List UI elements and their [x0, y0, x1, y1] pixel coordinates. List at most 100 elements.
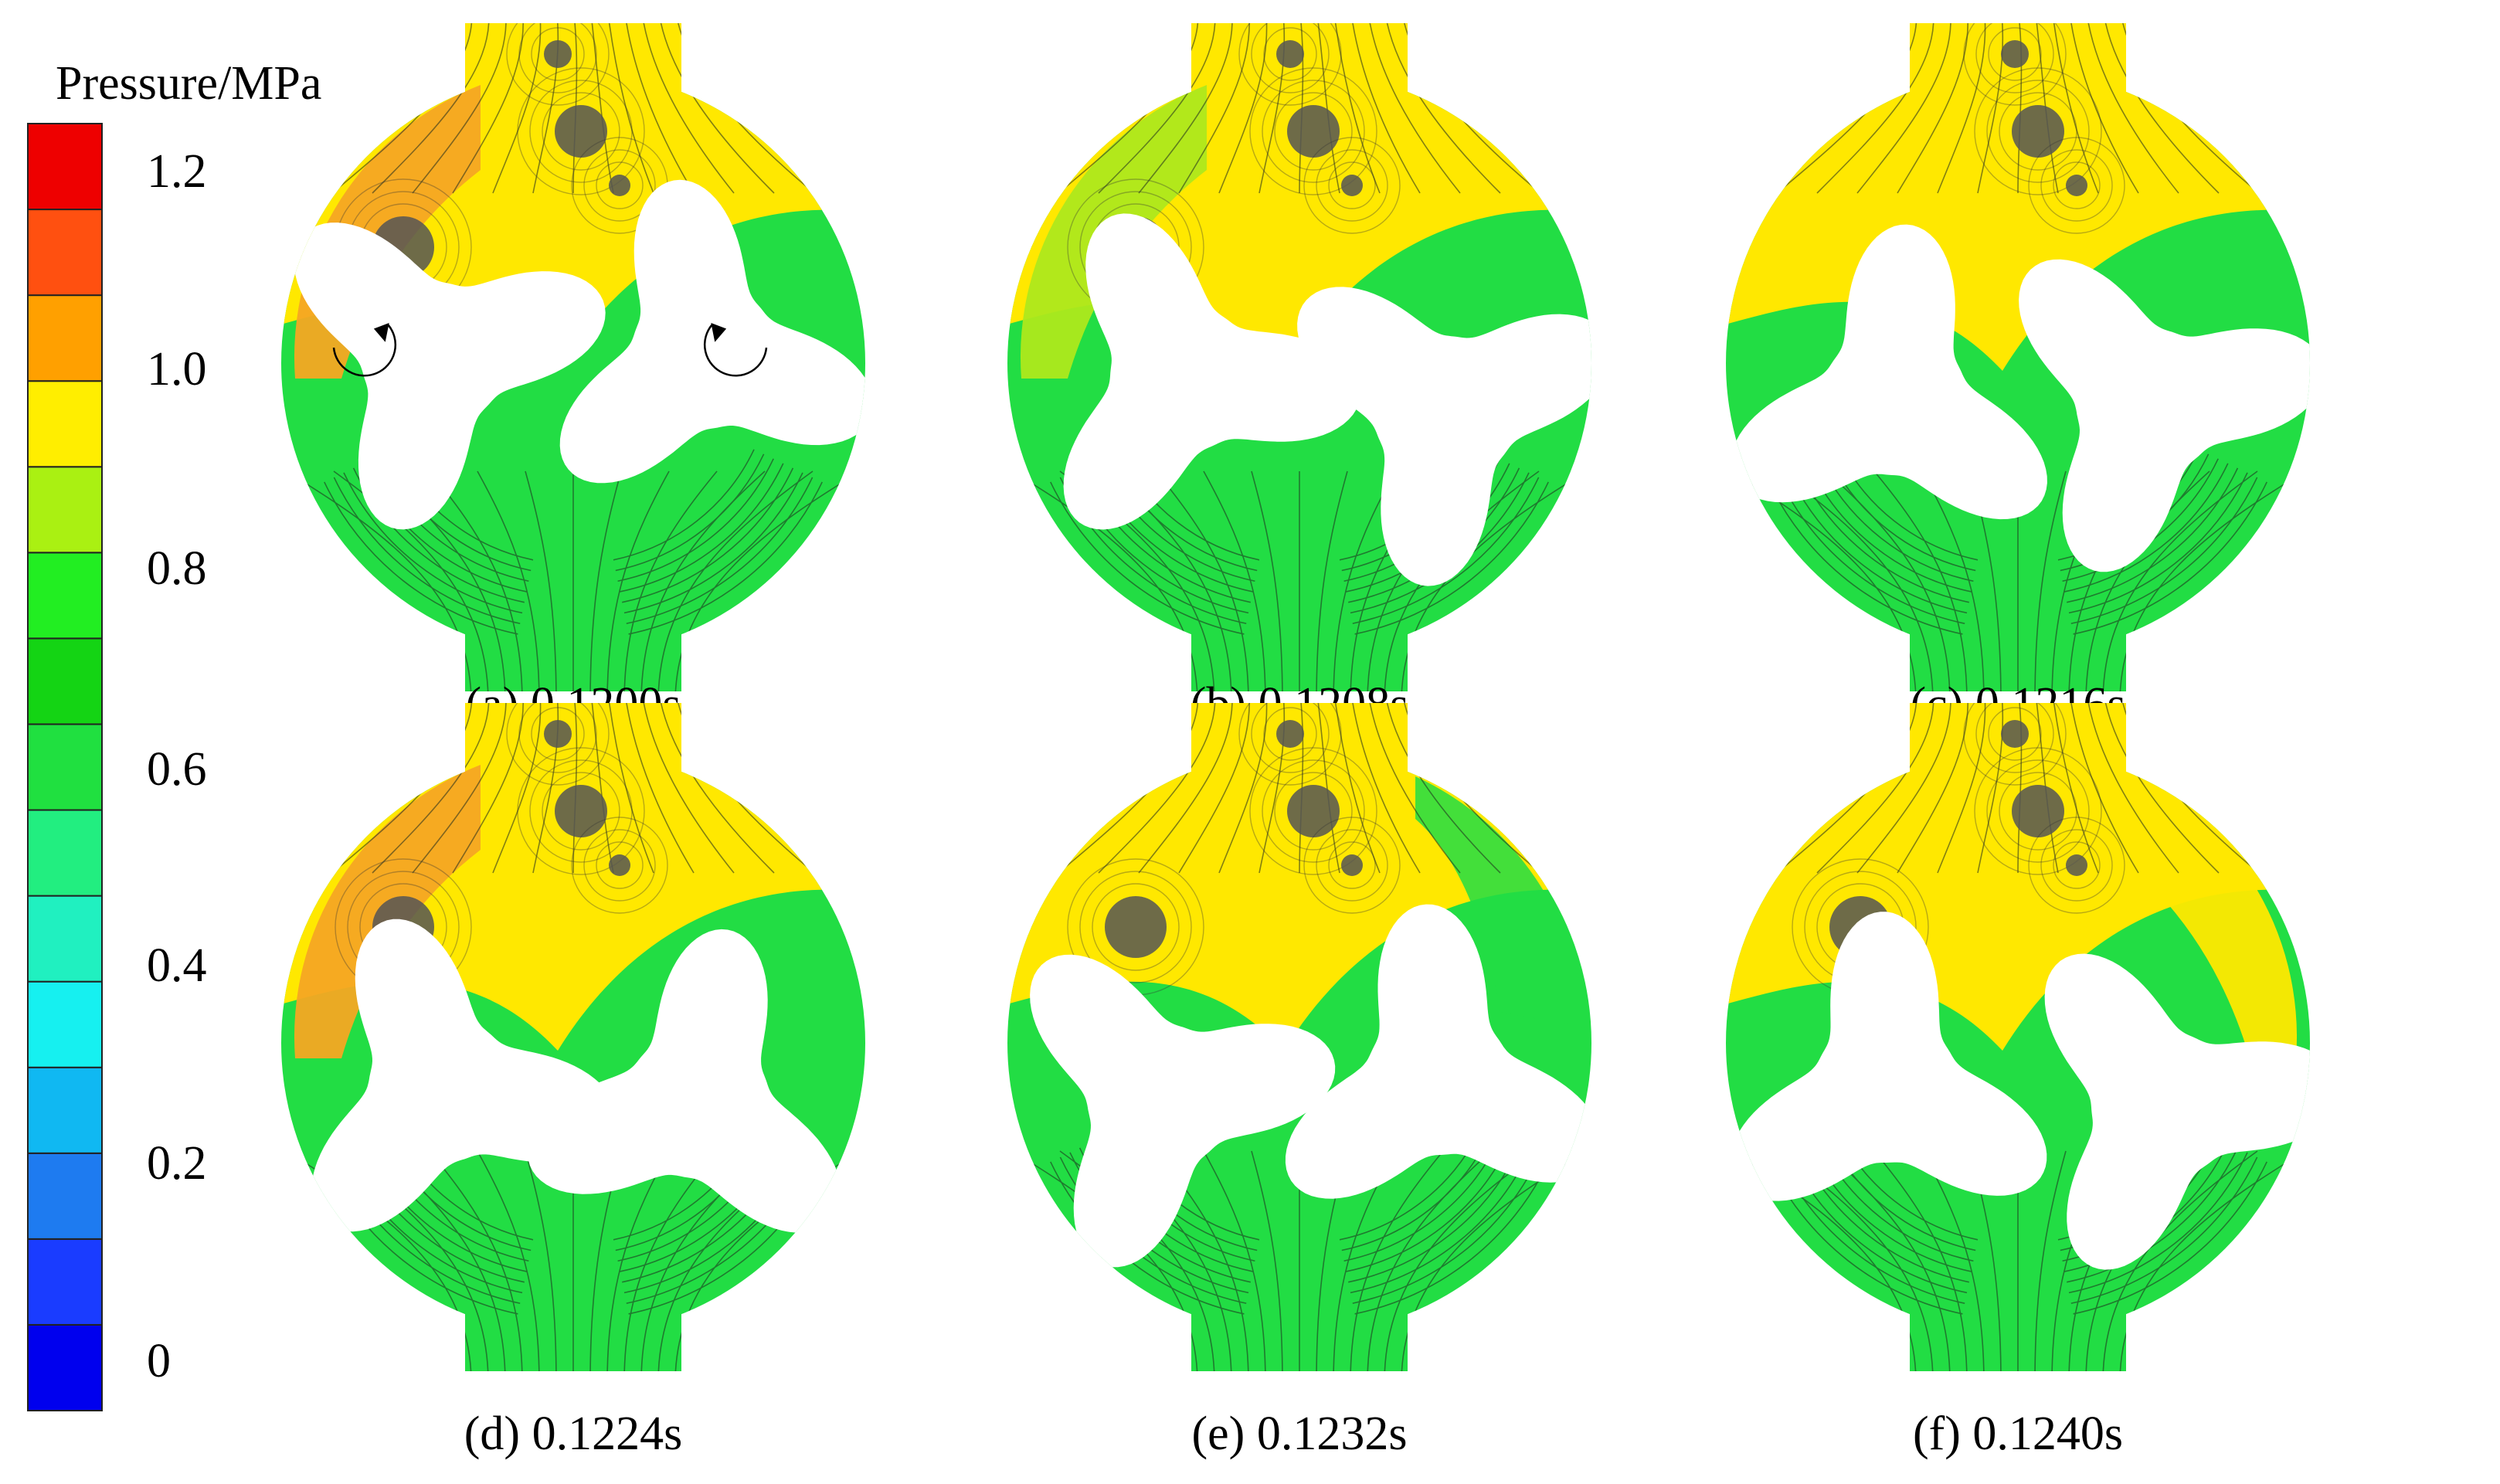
legend-tick-label: 0.8 [147, 542, 207, 595]
streamline [613, 449, 755, 561]
streamline [1203, 470, 1266, 691]
streamline [623, 470, 718, 691]
right-rotor [1285, 904, 1591, 1199]
streamline [1778, 477, 1965, 624]
streamline [532, 703, 559, 874]
streamline [452, 703, 524, 874]
streamline [1333, 703, 1381, 874]
vortex-core [555, 105, 607, 158]
panel-caption: (d) 0.1224s [464, 1408, 682, 1460]
vortex-core [2001, 40, 2029, 68]
streamline [1316, 470, 1348, 691]
streamline [2051, 23, 2099, 194]
vortex-ring [1975, 23, 2054, 93]
streamline [1977, 703, 2004, 874]
left-rotor [1030, 954, 1336, 1268]
vortex-ring [1251, 703, 1330, 773]
streamlines [285, 23, 861, 691]
streamline [324, 481, 518, 635]
vortex-ring [1988, 27, 2042, 81]
legend-band [27, 294, 103, 382]
right-rotor [528, 929, 841, 1233]
legend-color-bar [27, 123, 103, 1412]
streamline [1333, 23, 1381, 194]
vortex-core [2012, 105, 2064, 158]
streamline [589, 470, 622, 691]
streamline [2119, 470, 2306, 691]
streamline [615, 453, 765, 572]
streamline [606, 470, 670, 691]
streamline [525, 470, 557, 691]
streamline [2034, 470, 2067, 691]
flow-field [1726, 23, 2310, 691]
legend-title: Pressure/MPa [56, 57, 321, 110]
streamline [1350, 1150, 1444, 1371]
streamline [412, 23, 507, 194]
vortex-ring [1079, 871, 1192, 983]
streamline [1816, 23, 1934, 194]
inlet-vortex [1559, 1242, 1591, 1261]
streamline [1316, 23, 1340, 194]
inlet-vortex [833, 1242, 865, 1261]
streamline [640, 470, 766, 691]
pump-panels: (a) 0.1200s(b) 0.1208s(c) 0.1216s (d) 0.1… [281, 23, 2310, 1460]
vortex-ring [2028, 137, 2125, 234]
vortex-ring [1249, 67, 1377, 195]
streamline [2064, 463, 2229, 593]
streamline [1251, 470, 1283, 691]
arrowhead-icon [711, 323, 727, 342]
streamline [1367, 703, 1461, 874]
streamline [2070, 1156, 2258, 1304]
streamline [429, 1150, 523, 1371]
streamline [1897, 23, 1968, 194]
streamline [606, 23, 654, 194]
vortex-ring [1986, 80, 2090, 183]
streamline [2068, 703, 2139, 874]
flow-field [1007, 703, 1591, 1371]
streamline [1937, 23, 1986, 194]
streamline [1768, 481, 1963, 635]
streamline [1203, 1150, 1266, 1371]
vortices [1067, 703, 1591, 1261]
vortex-ring [1249, 747, 1377, 875]
streamline [333, 477, 521, 624]
streamline [1350, 23, 1421, 194]
streamline [623, 703, 695, 874]
legend-band [27, 895, 103, 983]
streamline [1384, 703, 1501, 874]
streamline [1856, 703, 1951, 874]
pump-panel: (f) 0.1240s [1726, 703, 2310, 1460]
vortex-core [1105, 896, 1167, 958]
vortex-ring [1999, 92, 2077, 171]
streamline [572, 703, 578, 874]
vortex-ring [1274, 92, 1353, 171]
vortex-ring [529, 759, 633, 863]
streamline [1937, 703, 1986, 874]
streamline [1367, 1150, 1492, 1371]
legend-band [27, 380, 103, 468]
streamline [657, 703, 775, 874]
streamline [1155, 470, 1249, 691]
vortex-ring [1262, 80, 1365, 183]
legend-tick-label: 0.2 [147, 1137, 207, 1190]
streamline [2119, 1150, 2306, 1371]
streamline [1354, 481, 1549, 635]
streamline [674, 470, 861, 691]
legend-band [27, 209, 103, 297]
streamline [1352, 477, 1540, 624]
streamline [1218, 23, 1268, 194]
vortex-ring [517, 67, 645, 195]
vortex-ring [1999, 772, 2077, 851]
streamline [1384, 23, 1501, 194]
vortex-ring [1262, 759, 1365, 863]
streamline [412, 703, 507, 874]
vortex-ring [1274, 772, 1353, 851]
streamline [2017, 23, 2023, 194]
streamline [2073, 1161, 2267, 1315]
streamline [626, 477, 814, 624]
legend-tick-label: 1.0 [147, 343, 207, 396]
panel-caption: (f) 0.1240s [1913, 1408, 2123, 1460]
streamline [2102, 703, 2220, 874]
vortex-core [1341, 175, 1363, 196]
